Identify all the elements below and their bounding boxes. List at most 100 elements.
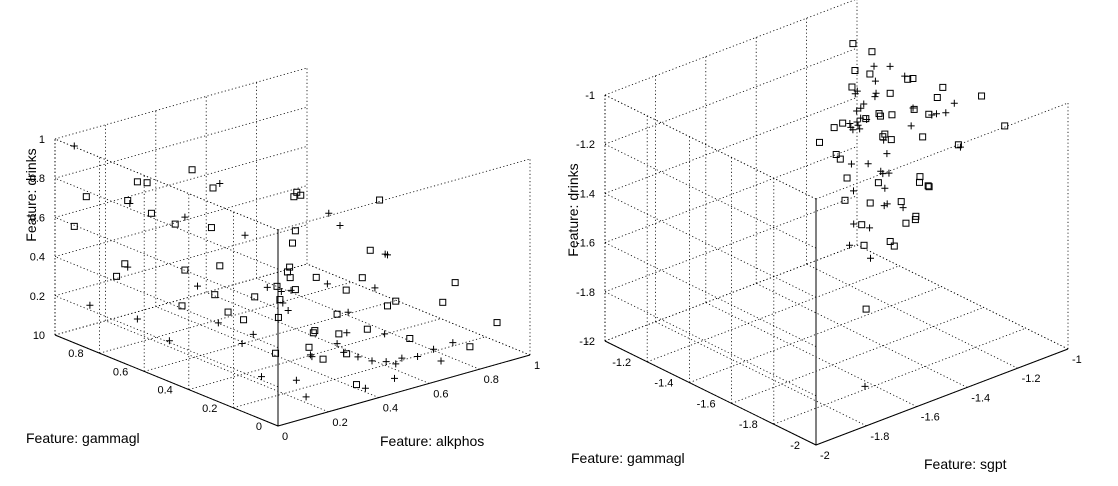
square-marker: [291, 227, 299, 235]
grid-line: [54, 295, 279, 388]
grid-line: [54, 177, 279, 270]
square-marker: [925, 183, 933, 191]
square-marker: [289, 239, 296, 247]
square-marker: [273, 282, 281, 290]
plus-marker: [333, 340, 341, 348]
square-marker: [311, 327, 319, 335]
square-marker: [363, 325, 371, 333]
plus-marker: [850, 220, 858, 228]
grid-line: [105, 320, 329, 413]
plus-marker: [849, 126, 857, 134]
square-marker: [211, 291, 219, 299]
square-marker: [286, 274, 294, 282]
square-marker: [493, 319, 501, 327]
plus-marker: [932, 110, 940, 118]
square-marker: [366, 246, 374, 254]
square-marker: [297, 191, 305, 199]
x-axis-label: Feature: sgpt: [924, 456, 1007, 472]
z-tick-label: -1.8: [576, 287, 595, 299]
plus-marker: [361, 384, 369, 392]
square-marker: [207, 224, 215, 232]
square-marker: [178, 302, 186, 310]
grid-line: [604, 291, 817, 397]
x-tick-label: 0: [282, 431, 288, 443]
square-marker: [384, 302, 391, 310]
square-marker: [224, 308, 232, 316]
square-marker: [121, 260, 129, 268]
square-marker: [830, 124, 838, 132]
square-marker: [978, 92, 986, 100]
x-tick-label: -1: [1072, 354, 1082, 366]
square-marker: [406, 335, 414, 342]
plus-marker: [880, 136, 888, 144]
square-marker: [910, 105, 918, 113]
square-marker: [305, 343, 313, 351]
plus-marker: [847, 160, 855, 168]
square-marker: [954, 141, 962, 149]
plus-marker: [308, 353, 316, 361]
square-marker: [291, 286, 299, 294]
grid-line: [54, 146, 308, 218]
grid-line: [604, 0, 856, 96]
z-tick-label: 0.8: [30, 173, 45, 185]
grid-line: [54, 106, 308, 179]
grid-line: [54, 185, 308, 257]
square-marker: [836, 155, 844, 163]
square-marker: [392, 297, 400, 305]
square-marker: [888, 111, 896, 119]
plus-marker: [277, 287, 285, 295]
plus-marker: [340, 348, 348, 356]
plus-marker: [238, 340, 246, 348]
square-marker: [832, 151, 840, 158]
square-marker: [335, 330, 343, 338]
square-marker: [887, 136, 895, 144]
plus-marker: [284, 307, 292, 314]
square-marker: [240, 316, 248, 324]
square-marker: [286, 263, 294, 271]
plus-marker: [880, 202, 888, 210]
box-edge: [856, 244, 1069, 350]
square-marker: [171, 220, 179, 228]
y-axis-label: Feature: gammagl: [26, 430, 140, 446]
box-edge: [815, 102, 1069, 200]
x-tick-label: 0.8: [484, 374, 499, 386]
grid-line: [155, 306, 379, 398]
box-edge: [277, 158, 531, 231]
x-axis-label: Feature: alkphos: [380, 433, 484, 449]
plus-marker: [861, 382, 869, 390]
square-marker: [886, 237, 894, 245]
grid-line: [604, 94, 817, 200]
x-tick-label: -1.6: [921, 412, 940, 424]
square-marker: [875, 110, 883, 118]
plus-marker: [901, 72, 909, 80]
plus-marker: [384, 251, 391, 259]
square-marker: [274, 313, 282, 321]
plus-marker: [381, 330, 389, 338]
grid-line: [604, 244, 858, 342]
grid-line: [206, 292, 430, 384]
plus-marker: [249, 330, 257, 338]
grid-line: [256, 277, 480, 370]
grid-line: [233, 336, 486, 409]
plus-marker: [856, 125, 864, 133]
grid-line: [604, 146, 858, 243]
plus-marker: [907, 122, 915, 130]
z-tick-label: 0.6: [30, 212, 45, 224]
square-marker: [272, 349, 280, 357]
grid-line: [689, 286, 942, 383]
plus-marker: [371, 284, 379, 292]
y-tick-label: 0.4: [158, 385, 173, 397]
plus-marker: [368, 357, 376, 365]
z-tick-label: -1: [585, 90, 595, 102]
square-marker: [353, 381, 360, 389]
square-marker: [890, 242, 898, 250]
z-axis-label: Feature: drinks: [565, 163, 581, 256]
square-marker: [70, 222, 78, 230]
plus-marker: [870, 62, 878, 70]
square-marker: [1001, 122, 1009, 130]
chart-sgpt-gammagl-drinks: -2-1.8-1.6-1.4-1.2-1-2-1.8-1.6-1.4-1.2-1…: [565, 0, 1082, 472]
square-marker: [874, 179, 882, 187]
x-axis-line: [815, 348, 1069, 446]
square-marker: [839, 119, 847, 127]
plus-marker: [850, 187, 857, 195]
